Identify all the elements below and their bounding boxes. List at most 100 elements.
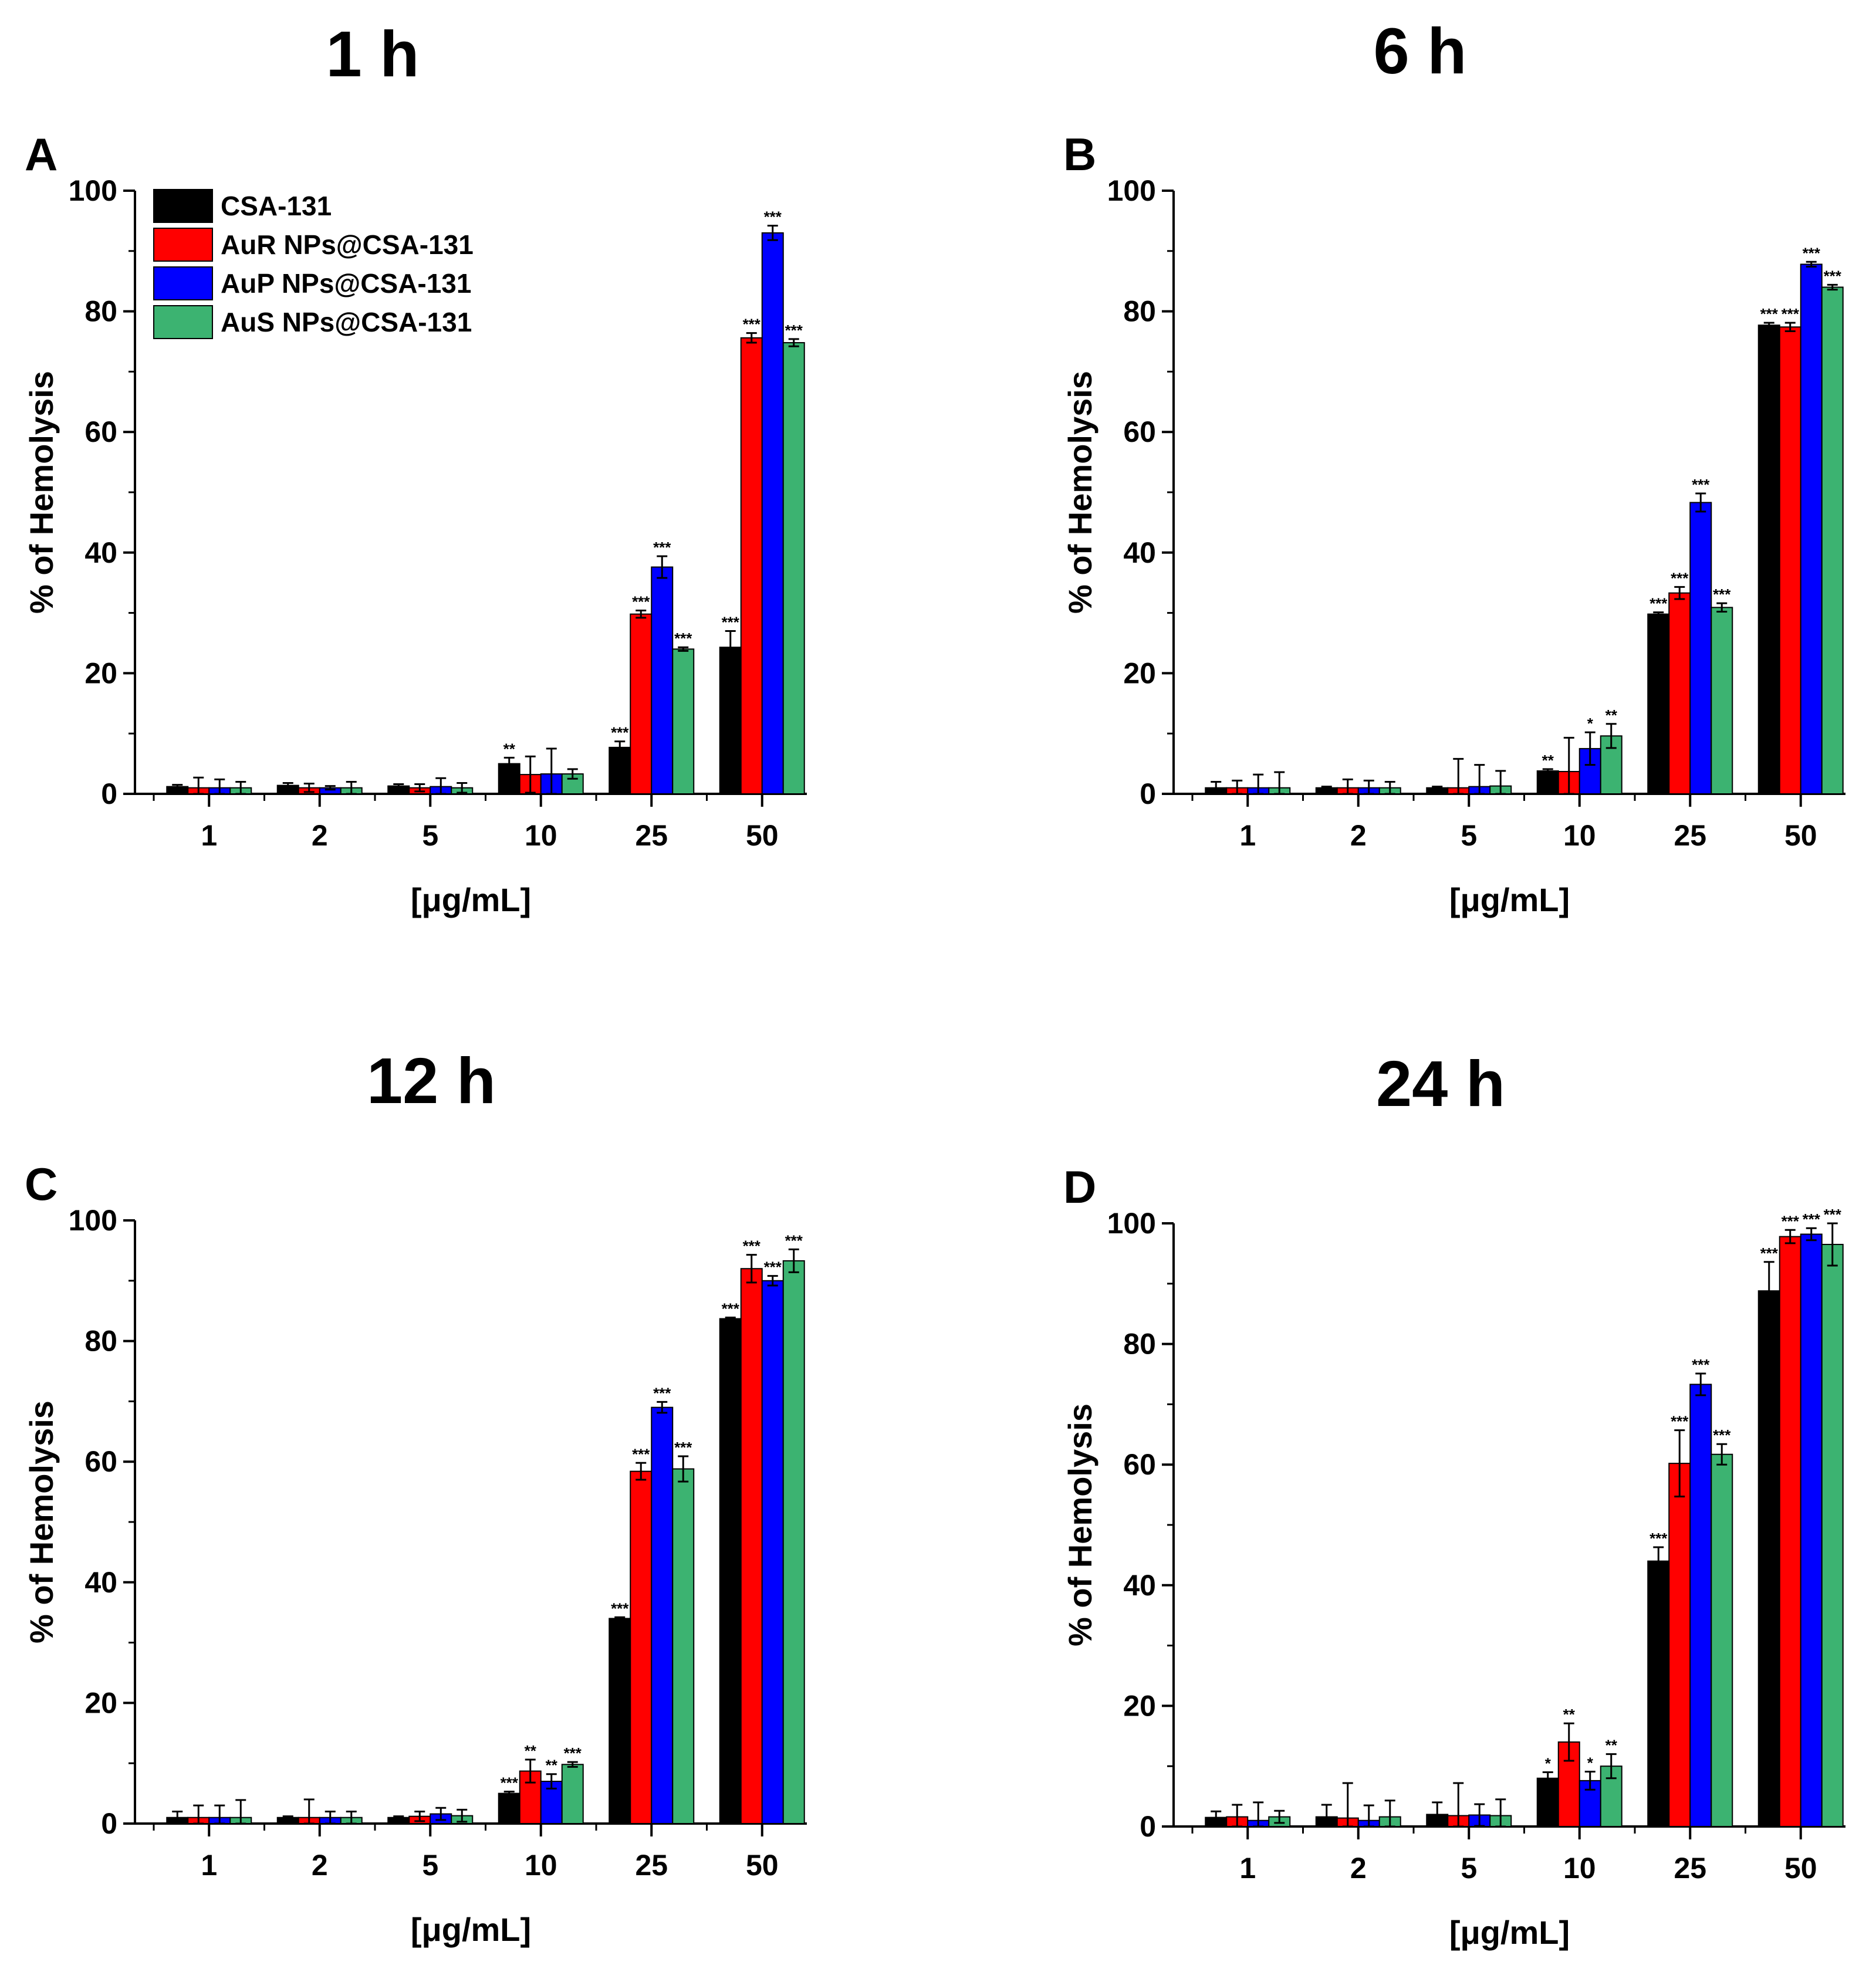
significance-marker: ** <box>1542 752 1554 769</box>
y-tick-label: 60 <box>84 415 117 448</box>
bar <box>1779 326 1801 794</box>
bar <box>630 1470 653 1824</box>
y-tick-label: 60 <box>84 1445 117 1478</box>
y-tick-label: 100 <box>69 1204 117 1237</box>
x-axis-label: [μg/mL] <box>1449 1914 1570 1951</box>
significance-marker: *** <box>1671 569 1689 587</box>
bar <box>1821 1243 1844 1827</box>
bar <box>782 342 805 794</box>
significance-marker: *** <box>764 208 782 226</box>
significance-marker: *** <box>764 1259 782 1276</box>
x-axis-label: [μg/mL] <box>411 881 531 918</box>
x-tick-label: 5 <box>422 1849 438 1882</box>
y-tick-label: 0 <box>101 1807 117 1840</box>
y-tick-label: 60 <box>1123 1448 1156 1481</box>
panel-title: 1 h <box>326 18 420 90</box>
significance-marker: *** <box>1649 1530 1668 1547</box>
significance-marker: *** <box>785 1232 803 1249</box>
bar <box>1821 286 1844 795</box>
x-tick-label: 10 <box>1563 819 1596 852</box>
panel-letter: D <box>1063 1161 1096 1213</box>
significance-marker: *** <box>1692 1356 1710 1374</box>
significance-marker: *** <box>722 1300 740 1318</box>
bar <box>740 337 763 794</box>
significance-marker: *** <box>1713 586 1731 603</box>
significance-marker: *** <box>1782 1212 1800 1230</box>
panel-title: 12 h <box>367 1045 496 1117</box>
legend-swatch <box>153 305 213 339</box>
panel-letter: A <box>25 128 58 180</box>
bar <box>719 647 742 795</box>
bar <box>1647 1560 1670 1827</box>
y-axis-label: % of Hemolysis <box>23 371 60 614</box>
bar <box>1668 1463 1691 1828</box>
bar <box>1689 502 1712 794</box>
significance-marker: *** <box>1803 244 1821 262</box>
y-tick-label: 20 <box>1123 1689 1156 1722</box>
bar <box>1536 770 1559 795</box>
bar <box>1800 1233 1823 1827</box>
significance-marker: *** <box>1760 305 1779 323</box>
significance-marker: *** <box>1713 1426 1731 1444</box>
x-tick-label: 1 <box>1239 1852 1256 1885</box>
y-tick-label: 40 <box>1123 536 1156 569</box>
y-tick-label: 20 <box>1123 657 1156 689</box>
bar <box>651 1406 674 1824</box>
significance-marker: * <box>1587 1754 1594 1771</box>
legend-swatch <box>153 266 213 300</box>
x-tick-label: 10 <box>1563 1852 1596 1885</box>
legend-label: AuR NPs@CSA-131 <box>221 229 474 260</box>
bar <box>1536 1777 1559 1828</box>
significance-marker: ** <box>1605 1737 1618 1754</box>
bar <box>609 746 631 794</box>
bar <box>609 1618 631 1824</box>
significance-marker: *** <box>674 630 692 647</box>
bar <box>1689 1384 1712 1828</box>
y-tick-label: 60 <box>1123 415 1156 448</box>
x-tick-label: 25 <box>1674 819 1706 852</box>
significance-marker: *** <box>743 1237 761 1255</box>
significance-marker: *** <box>1824 1206 1842 1223</box>
significance-marker: *** <box>743 316 761 333</box>
y-tick-label: 100 <box>1107 174 1156 207</box>
y-tick-label: 0 <box>1140 777 1156 810</box>
significance-marker: * <box>1545 1754 1551 1772</box>
y-tick-label: 0 <box>101 777 117 810</box>
bar <box>1668 592 1691 795</box>
bar <box>1757 1290 1780 1827</box>
significance-marker: ** <box>1605 706 1618 724</box>
bar <box>1757 324 1780 794</box>
x-tick-label: 25 <box>1674 1852 1706 1885</box>
significance-marker: *** <box>722 613 740 631</box>
panel-title: 6 h <box>1374 15 1467 87</box>
significance-marker: *** <box>1692 476 1710 493</box>
significance-marker: *** <box>1671 1413 1689 1430</box>
x-tick-label: 5 <box>1461 819 1477 852</box>
bar <box>761 1280 784 1825</box>
y-tick-label: 40 <box>84 1566 117 1599</box>
x-tick-label: 5 <box>1461 1852 1477 1885</box>
x-tick-label: 5 <box>422 819 438 852</box>
significance-marker: *** <box>501 1774 519 1792</box>
bar <box>1647 613 1670 794</box>
x-tick-label: 10 <box>525 1849 557 1882</box>
legend-swatch <box>153 189 213 223</box>
significance-marker: *** <box>653 1384 671 1402</box>
bar <box>1711 607 1733 795</box>
x-tick-label: 10 <box>525 819 557 852</box>
x-tick-label: 1 <box>201 1849 217 1882</box>
bar <box>740 1268 763 1824</box>
x-tick-label: 2 <box>312 1849 328 1882</box>
significance-marker: *** <box>674 1439 692 1456</box>
bar <box>761 232 784 794</box>
significance-marker: ** <box>525 1742 537 1760</box>
significance-marker: ** <box>503 740 516 757</box>
legend: CSA-131 AuR NPs@CSA-131 AuP NPs@CSA-131 AuS… <box>153 189 474 339</box>
x-tick-label: 1 <box>1239 819 1256 852</box>
bar <box>672 648 695 795</box>
y-tick-label: 80 <box>84 295 117 328</box>
y-tick-label: 40 <box>84 536 117 569</box>
significance-marker: ** <box>1563 1706 1576 1723</box>
